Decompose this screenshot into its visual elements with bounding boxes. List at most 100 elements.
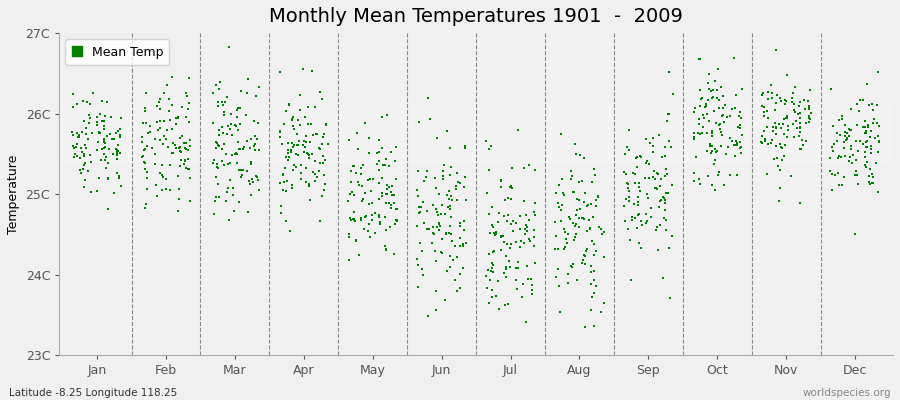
Point (728, 142, 742, 148)
Point (622, 127, 636, 133)
Point (415, 266, 429, 273)
Point (552, 204, 566, 210)
Point (634, 154, 648, 160)
Point (656, 215, 670, 221)
Point (379, 191, 393, 197)
Point (662, 111, 676, 117)
Point (698, 101, 713, 108)
Point (231, 127, 246, 133)
Point (577, 252, 591, 258)
Point (501, 258, 516, 265)
Point (139, 160, 153, 166)
Point (730, 142, 744, 148)
Point (306, 132, 320, 138)
Point (787, 106, 801, 113)
Point (755, 103, 770, 110)
Point (659, 165, 673, 172)
Point (493, 234, 508, 240)
Point (774, 98, 788, 104)
Point (715, 132, 729, 138)
Point (284, 146, 299, 153)
Point (717, 102, 732, 108)
Point (224, 132, 238, 138)
Point (732, 113, 746, 119)
Point (384, 201, 399, 208)
Point (696, 95, 710, 102)
Point (365, 200, 380, 206)
Point (384, 148, 399, 155)
Point (494, 178, 508, 184)
Point (376, 162, 391, 168)
Point (82, 120, 96, 126)
Point (621, 184, 635, 191)
Point (149, 119, 164, 125)
Point (837, 174, 851, 181)
Point (436, 176, 450, 182)
Point (527, 212, 542, 218)
Point (171, 208, 185, 214)
Point (699, 130, 714, 136)
Point (803, 87, 817, 94)
Point (159, 176, 174, 182)
Point (356, 226, 371, 232)
Point (211, 181, 225, 187)
Point (230, 151, 244, 158)
Point (626, 214, 640, 220)
Point (706, 93, 720, 100)
Point (374, 114, 389, 120)
Point (315, 141, 329, 148)
Point (558, 236, 572, 242)
Point (162, 96, 176, 102)
Point (171, 145, 185, 151)
Point (410, 256, 424, 262)
Point (547, 246, 562, 252)
Point (687, 136, 701, 142)
Point (582, 226, 597, 232)
Point (318, 157, 332, 164)
Point (374, 221, 388, 227)
Point (277, 164, 292, 171)
Point (518, 226, 532, 232)
Point (497, 212, 511, 219)
Point (306, 169, 320, 175)
Point (362, 150, 376, 156)
Point (210, 140, 224, 146)
Point (664, 144, 679, 151)
Point (765, 137, 779, 144)
Point (372, 137, 386, 143)
Point (447, 277, 462, 284)
Point (801, 98, 815, 104)
Point (230, 106, 244, 113)
Point (438, 210, 453, 217)
Point (279, 108, 293, 114)
Point (179, 146, 194, 152)
Point (217, 112, 231, 118)
Point (621, 180, 635, 187)
Point (852, 138, 867, 144)
Point (788, 108, 802, 115)
Point (653, 176, 668, 182)
Point (572, 224, 587, 230)
Point (491, 278, 505, 284)
Point (165, 74, 179, 80)
Point (76, 166, 91, 172)
Point (479, 273, 493, 279)
Point (168, 121, 183, 128)
Point (710, 66, 724, 72)
Point (707, 160, 722, 167)
Point (652, 132, 666, 138)
Point (594, 308, 608, 315)
Point (209, 194, 223, 201)
Point (798, 138, 813, 144)
Point (70, 140, 85, 147)
Point (237, 144, 251, 150)
Point (654, 153, 669, 160)
Point (419, 168, 434, 174)
Point (485, 222, 500, 228)
Point (585, 179, 599, 186)
Point (419, 226, 434, 233)
Point (483, 267, 498, 274)
Point (283, 228, 297, 234)
Point (519, 223, 534, 230)
Point (868, 160, 883, 166)
